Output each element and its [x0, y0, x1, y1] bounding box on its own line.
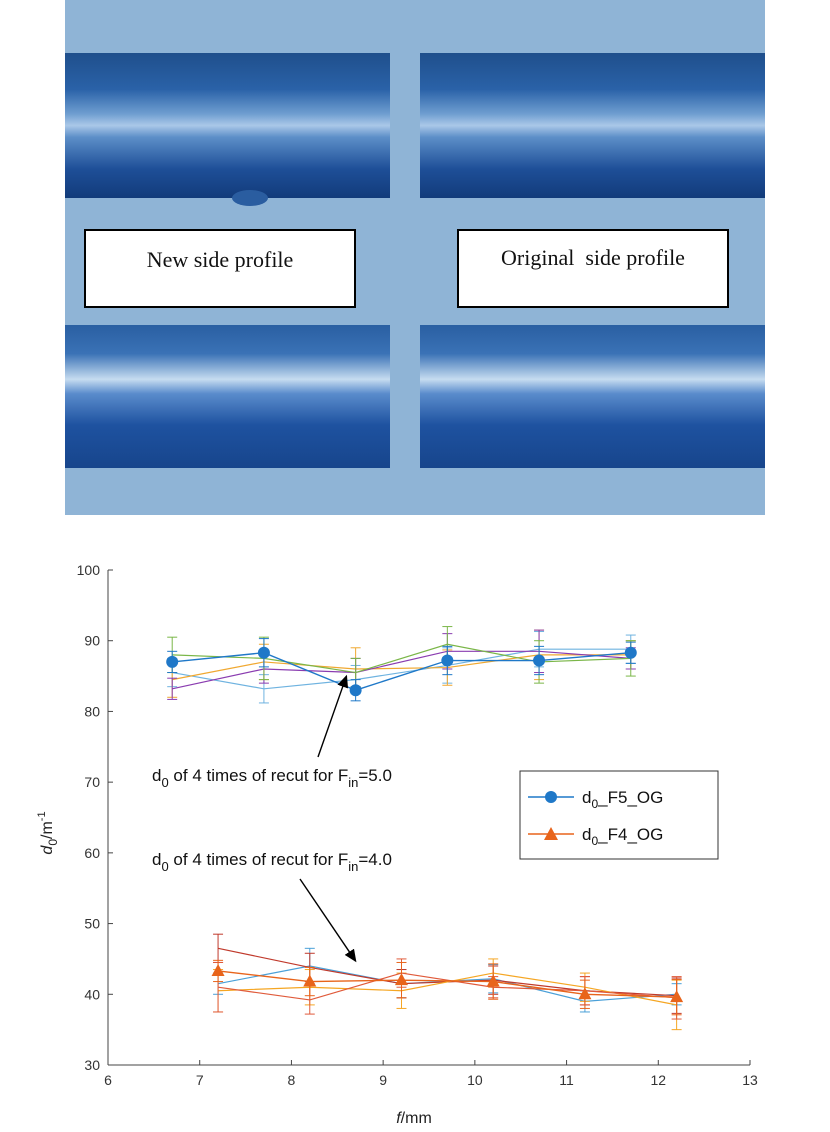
data-point-triangle: [303, 974, 317, 987]
series-f5-recut-2: [167, 629, 636, 698]
series-line: [172, 650, 631, 690]
y-tick-label: 70: [84, 774, 100, 790]
legend-label-f4: d0_F4_OG: [582, 825, 663, 848]
legend-label-f5: d0_F5_OG: [582, 788, 663, 811]
d0-vs-f-chart: 6 7 8 9 10 11 12 13 30 40 50 60 70 80 90 100 f/mm d0/m-…: [36, 562, 758, 1127]
legend-box: [519, 770, 719, 860]
legend: d0_F5_OG d0_F4_OG: [519, 770, 719, 860]
x-tick-label: 9: [379, 1072, 387, 1088]
x-tick-label: 7: [196, 1072, 204, 1088]
series-line: [217, 970, 677, 998]
x-tick-label: 8: [288, 1072, 296, 1088]
chart-series: [166, 626, 684, 1031]
original-profile-top-channel: [420, 53, 765, 198]
x-tick-label: 13: [742, 1072, 758, 1088]
series-line: [217, 965, 677, 1002]
new-profile-top-channel: [65, 53, 390, 198]
series-line: [218, 972, 677, 1006]
data-point-circle: [166, 655, 179, 668]
data-point-circle: [624, 646, 637, 659]
annotation-arrow-f5: [317, 674, 349, 758]
series-line: [172, 643, 631, 674]
data-point-circle: [349, 684, 362, 697]
legend-triangle-marker: [544, 827, 558, 840]
chart-axes: [107, 570, 750, 1066]
x-tick-label: 10: [467, 1072, 483, 1088]
series-line: [172, 648, 631, 690]
data-point-triangle: [211, 963, 225, 976]
y-tick-label: 60: [84, 845, 100, 861]
x-tick-label: 11: [559, 1072, 574, 1088]
legend-circle-marker: [545, 791, 557, 803]
annotation-arrow-f4: [299, 878, 357, 963]
new-profile-bottom-channel: [65, 325, 390, 468]
x-tick-label: 12: [650, 1072, 666, 1088]
data-point-circle: [257, 646, 270, 659]
new-profile-label-box: [84, 229, 356, 308]
series-d0-f4-og: [211, 959, 684, 1016]
x-tick-label: 6: [104, 1072, 112, 1088]
series-line: [172, 654, 631, 681]
series-line: [217, 972, 677, 1001]
y-tick-label: 40: [84, 986, 100, 1002]
data-point-triangle: [486, 974, 500, 987]
profile-photo: New side profile Original side profile: [65, 0, 765, 515]
annotation-f5: d0 of 4 times of recut for Fin=5.0: [152, 766, 392, 790]
y-tick-label: 90: [84, 633, 100, 649]
series-f5-recut-3: [167, 629, 636, 700]
y-tick-label: 80: [84, 703, 100, 719]
series-f5-recut-4: [167, 626, 636, 688]
data-point-circle: [441, 654, 454, 667]
original-profile-label-box: [457, 229, 729, 308]
data-point-triangle: [394, 973, 408, 986]
series-d0-f5-og: [166, 638, 637, 702]
data-point-triangle: [578, 987, 592, 1000]
y-tick-label: 30: [84, 1057, 100, 1073]
x-axis-title: f/mm: [396, 1110, 432, 1127]
original-side-profile-label: Original side profile: [501, 245, 685, 270]
y-axis-title: d0/m-1: [36, 811, 60, 854]
series-f4-recut-2: [213, 933, 682, 1014]
series-line: [172, 652, 631, 691]
series-f4-recut-4: [213, 958, 682, 1020]
y-tick-label: 100: [77, 562, 101, 578]
data-point-circle: [533, 654, 546, 667]
annotation-f4: d0 of 4 times of recut for Fin=4.0: [152, 850, 392, 874]
y-tick-label: 50: [84, 916, 100, 932]
data-point-triangle: [670, 990, 684, 1003]
chart-ticks: 6 7 8 9 10 11 12 13 30 40 50 60 70 80 90 100: [77, 562, 758, 1088]
series-f4-recut-3: [213, 958, 682, 1031]
new-side-profile-label: New side profile: [147, 247, 294, 272]
original-profile-bottom-channel: [420, 325, 765, 468]
